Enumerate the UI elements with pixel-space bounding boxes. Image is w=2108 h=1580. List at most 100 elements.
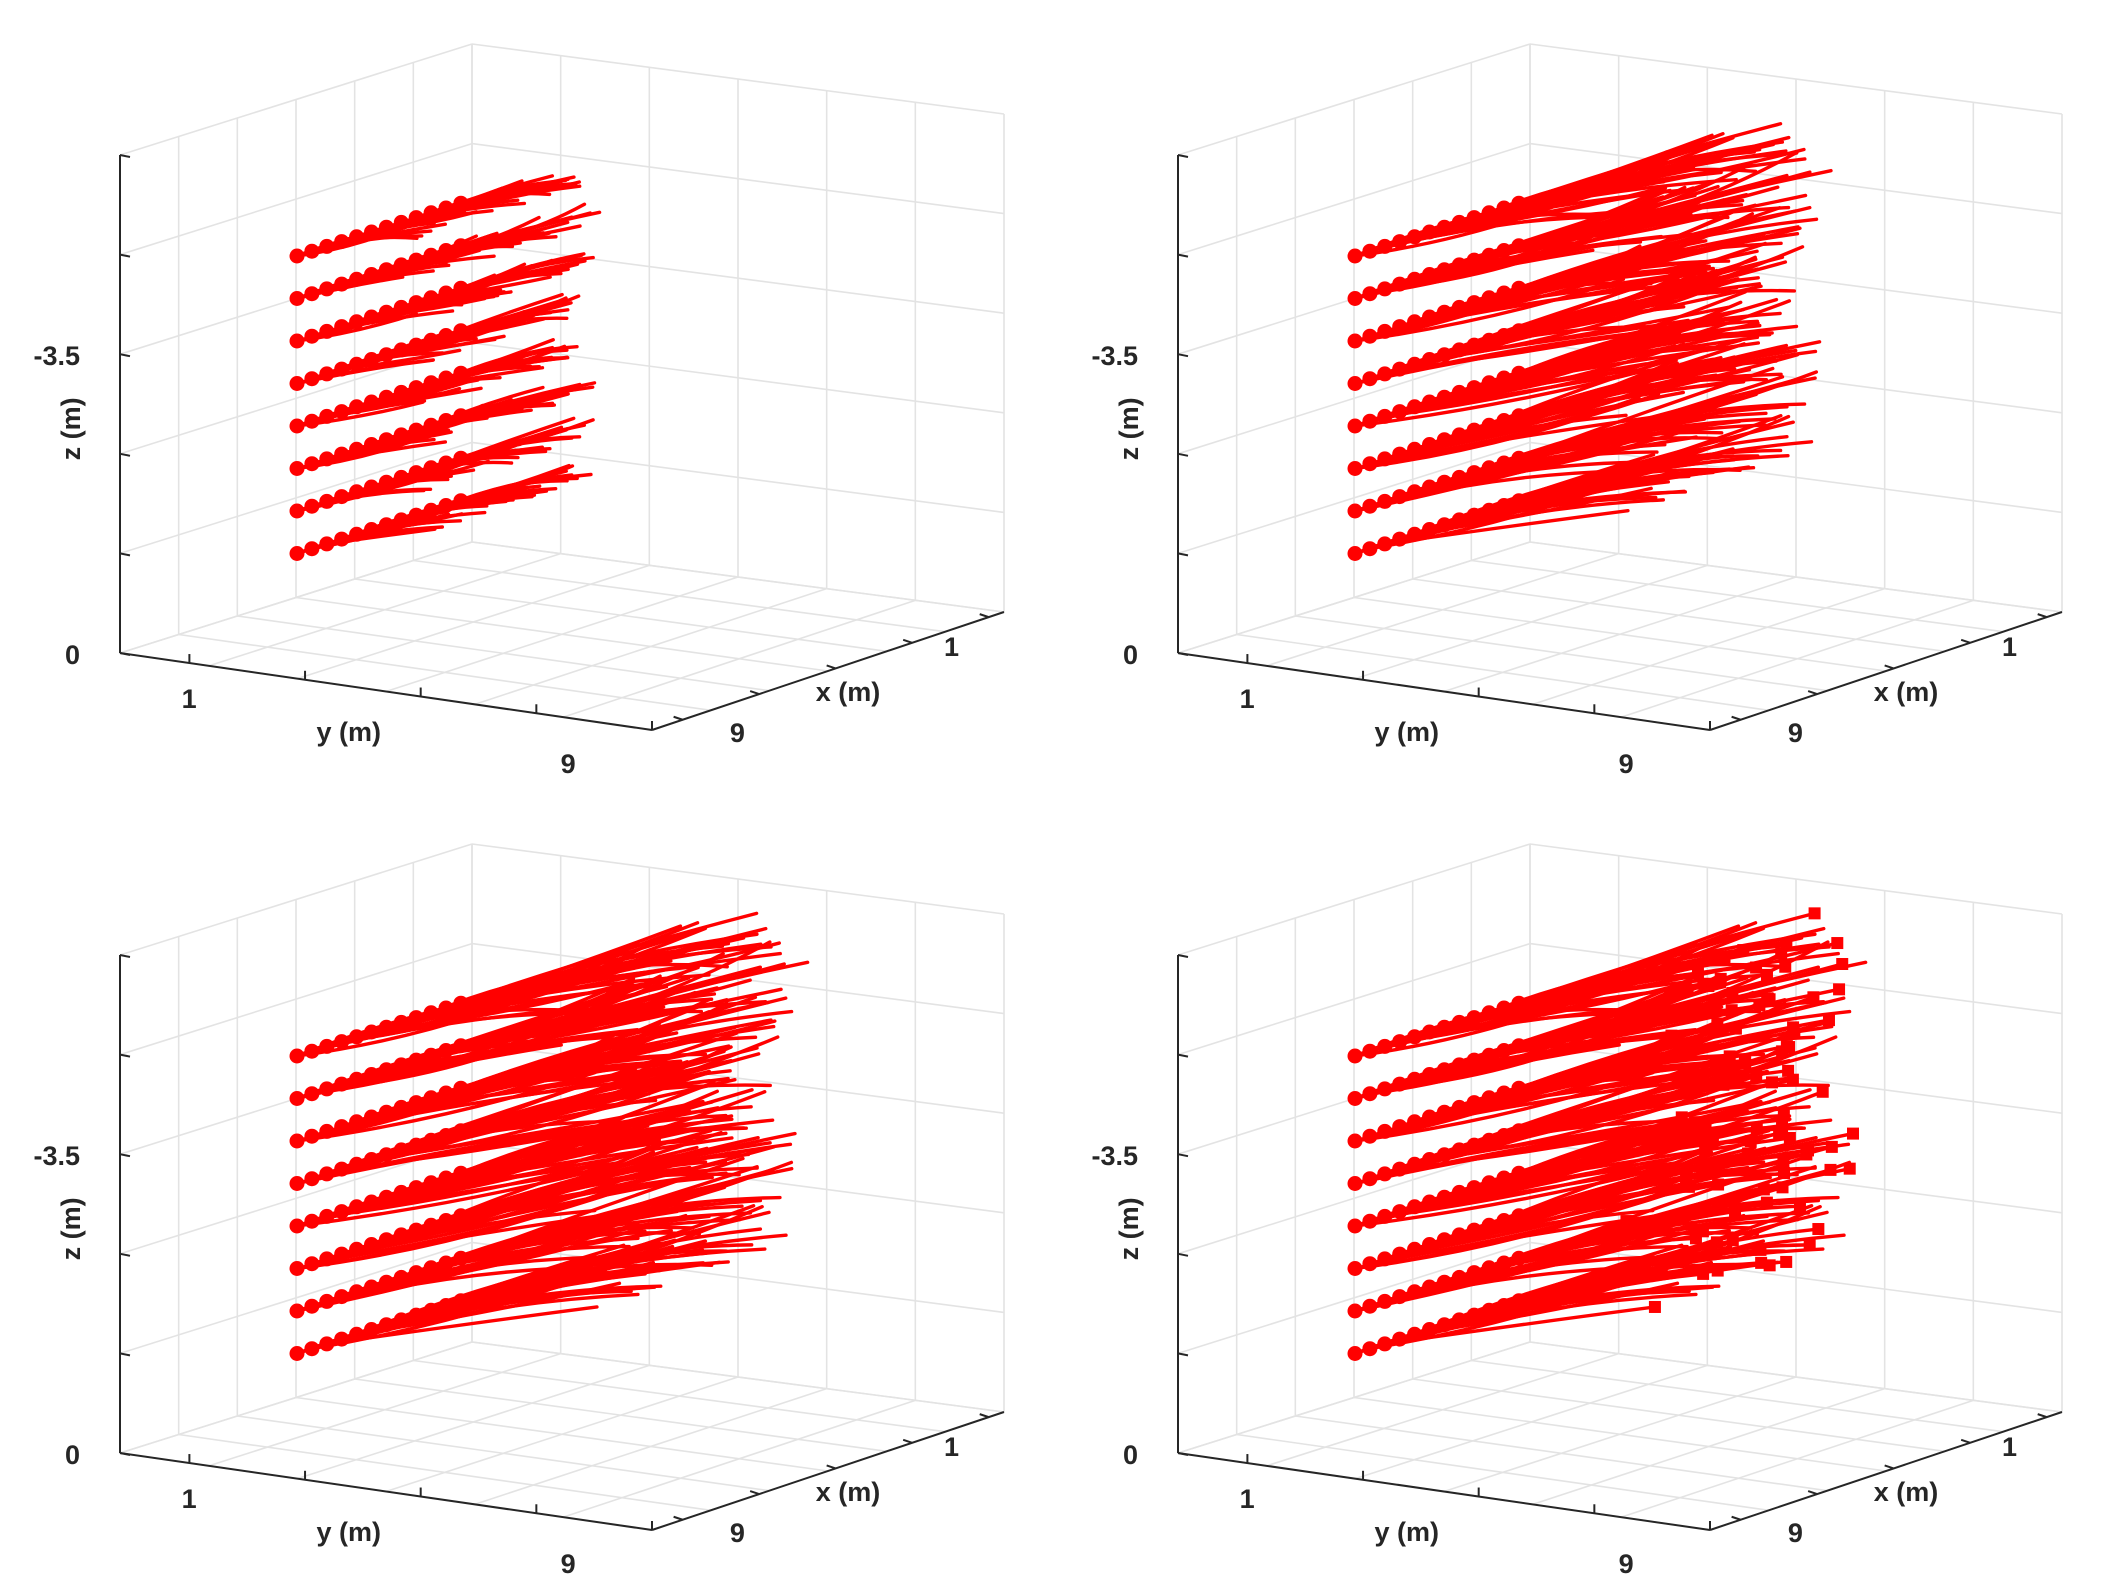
trajectory-line bbox=[1502, 157, 1807, 210]
start-marker bbox=[1377, 536, 1393, 552]
end-marker bbox=[1686, 1207, 1699, 1220]
start-marker bbox=[349, 314, 365, 330]
wall-grid-line bbox=[1177, 441, 1531, 555]
start-marker bbox=[438, 1085, 454, 1101]
panel-bottom-left: 0 -3.5 z (m) 1 y (m) 9 9 x (m) 1 bbox=[33, 843, 1005, 1579]
wall-grid-line bbox=[1529, 1241, 2063, 1314]
wall-grid-line bbox=[471, 541, 1005, 613]
start-marker bbox=[1377, 1123, 1393, 1139]
start-marker bbox=[1436, 474, 1452, 490]
start-marker bbox=[1436, 1019, 1452, 1035]
end-marker bbox=[1765, 1076, 1778, 1089]
start-marker bbox=[393, 257, 409, 273]
start-marker bbox=[1422, 522, 1437, 537]
start-marker bbox=[393, 1227, 409, 1243]
x-tick bbox=[826, 664, 836, 670]
start-marker bbox=[1422, 1109, 1437, 1125]
end-marker bbox=[1718, 953, 1731, 966]
end-marker bbox=[1726, 1234, 1739, 1247]
z-tick bbox=[119, 353, 131, 358]
wall-grid-line bbox=[471, 843, 1005, 915]
start-marker bbox=[1377, 1336, 1393, 1352]
trajectory-line bbox=[1487, 1044, 1789, 1100]
start-marker bbox=[1466, 1180, 1482, 1196]
start-marker bbox=[438, 1255, 454, 1271]
trajectory-line bbox=[1517, 142, 1776, 205]
start-marker bbox=[1511, 1123, 1527, 1139]
end-marker bbox=[1744, 1135, 1757, 1148]
start-marker bbox=[364, 267, 379, 282]
start-marker bbox=[1377, 1293, 1393, 1309]
start-marker bbox=[1511, 1080, 1527, 1096]
start-marker bbox=[1407, 526, 1423, 542]
start-marker bbox=[1496, 1085, 1512, 1101]
end-marker bbox=[1737, 944, 1750, 957]
markers bbox=[1347, 907, 1859, 1361]
start-marker bbox=[1436, 389, 1452, 405]
start-marker bbox=[1362, 1171, 1378, 1187]
axes bbox=[1177, 954, 2063, 1531]
z-tick-label: -3.5 bbox=[1091, 1141, 1138, 1171]
end-marker bbox=[1691, 967, 1704, 980]
start-marker bbox=[393, 1312, 409, 1328]
start-marker bbox=[378, 1189, 394, 1205]
trajectory-line bbox=[459, 344, 579, 375]
end-marker bbox=[1824, 1163, 1837, 1176]
start-marker bbox=[393, 342, 409, 358]
start-marker bbox=[1451, 299, 1467, 315]
start-marker bbox=[1407, 229, 1423, 245]
y-axis-line bbox=[119, 652, 653, 731]
start-marker bbox=[1377, 1081, 1393, 1097]
start-marker bbox=[1481, 1047, 1497, 1063]
start-marker bbox=[1436, 347, 1452, 363]
start-marker bbox=[1362, 1341, 1378, 1357]
wall-grid-line bbox=[119, 942, 473, 1056]
start-marker bbox=[289, 546, 305, 561]
start-marker bbox=[1347, 1176, 1363, 1191]
z-tick bbox=[1177, 1452, 1189, 1456]
start-marker bbox=[1436, 517, 1452, 533]
start-marker bbox=[304, 328, 320, 344]
start-marker bbox=[1392, 1076, 1408, 1092]
start-marker bbox=[453, 238, 469, 254]
start-marker bbox=[1496, 328, 1512, 343]
start-marker bbox=[334, 361, 350, 377]
start-marker bbox=[289, 291, 305, 306]
y-tick-label: 9 bbox=[561, 1549, 576, 1579]
floor-grid-line bbox=[1236, 1433, 1769, 1512]
start-marker bbox=[319, 238, 335, 254]
start-marker bbox=[378, 1232, 394, 1248]
x-tick bbox=[1731, 1515, 1741, 1521]
start-marker bbox=[453, 365, 469, 381]
start-marker bbox=[1362, 1086, 1378, 1102]
start-marker bbox=[1436, 1317, 1452, 1333]
trajectory-line bbox=[1487, 1260, 1780, 1312]
start-marker bbox=[1481, 460, 1497, 476]
start-marker bbox=[1436, 1104, 1452, 1120]
end-marker bbox=[1675, 1111, 1688, 1124]
start-marker bbox=[319, 1336, 335, 1352]
start-marker bbox=[1481, 502, 1497, 518]
start-marker bbox=[1451, 1184, 1467, 1200]
end-marker bbox=[1750, 1069, 1763, 1082]
start-marker bbox=[349, 526, 365, 542]
trajectory-line bbox=[1502, 380, 1746, 423]
trajectory-line bbox=[1517, 217, 1819, 290]
trajectory-line bbox=[459, 418, 595, 460]
start-marker bbox=[364, 1067, 379, 1082]
trajectory-line bbox=[1517, 282, 1762, 333]
start-marker bbox=[289, 1346, 305, 1361]
y-axis-label: y (m) bbox=[1375, 717, 1440, 747]
start-marker bbox=[1496, 1128, 1512, 1143]
start-marker bbox=[1407, 1199, 1423, 1215]
start-marker bbox=[1481, 205, 1497, 221]
trajectory-line bbox=[1517, 343, 1789, 418]
end-marker bbox=[1729, 1205, 1742, 1218]
start-marker bbox=[304, 286, 320, 302]
start-marker bbox=[453, 1038, 469, 1054]
start-marker bbox=[1481, 1132, 1497, 1148]
end-marker bbox=[1816, 1085, 1829, 1098]
start-marker bbox=[453, 1293, 469, 1309]
y-axis-line bbox=[1177, 652, 1711, 731]
start-marker bbox=[304, 1086, 320, 1102]
